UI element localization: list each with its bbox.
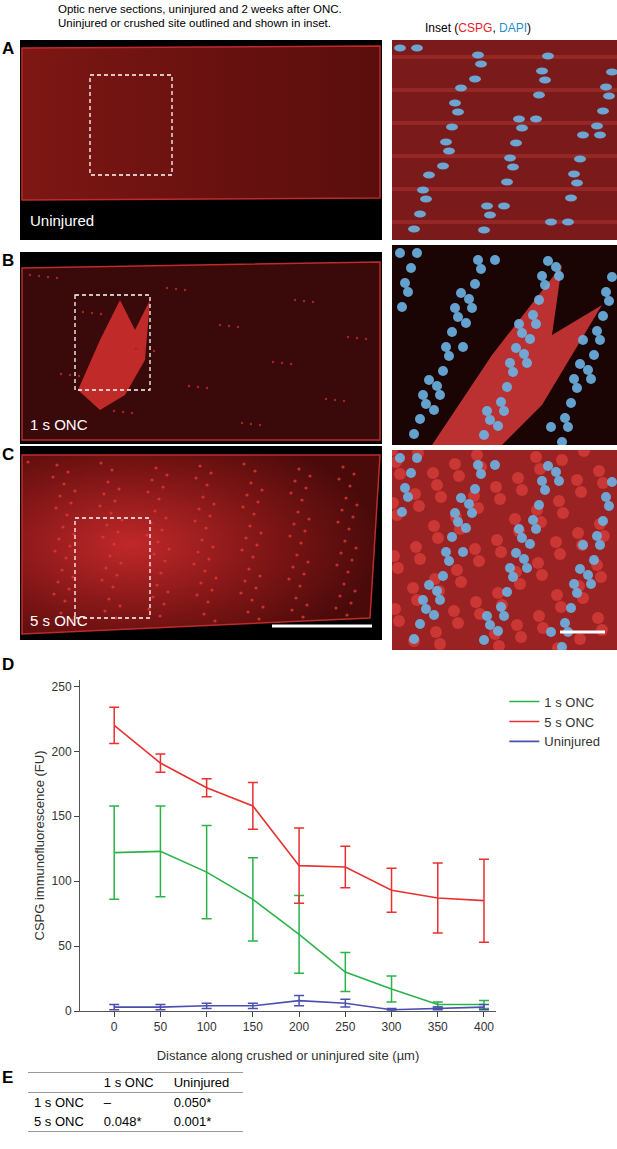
svg-text:0: 0: [111, 1020, 118, 1034]
html-text:0.048*: 0.048*: [103, 1114, 142, 1129]
html-text:5 s ONC: 5 s ONC: [34, 1114, 84, 1129]
svg-text:50: 50: [58, 939, 72, 953]
svg-text:150: 150: [243, 1020, 263, 1034]
svg-text:Distance along crushed or unin: Distance along crushed or uninjured site…: [157, 1048, 420, 1063]
svg-text:C: C: [2, 445, 14, 464]
html-text:0.050*: 0.050*: [173, 1095, 212, 1110]
svg-text:Uninjured or crushed site outl: Uninjured or crushed site outlined and s…: [58, 17, 331, 29]
svg-text:250: 250: [52, 680, 72, 694]
svg-text:300: 300: [382, 1020, 402, 1034]
svg-text:CSPG immunofluorescence (FU): CSPG immunofluorescence (FU): [32, 751, 47, 941]
html-text:E: E: [2, 1068, 14, 1087]
svg-text:400: 400: [474, 1020, 494, 1034]
svg-text:150: 150: [52, 809, 72, 823]
svg-text:100: 100: [197, 1020, 217, 1034]
svg-text:Optic nerve sections, uninjure: Optic nerve sections, uninjured and 2 we…: [58, 3, 342, 15]
svg-text:Inset (CSPG, DAPI): Inset (CSPG, DAPI): [425, 21, 531, 35]
svg-text:A: A: [2, 39, 14, 58]
svg-text:200: 200: [52, 745, 72, 759]
svg-text:100: 100: [52, 874, 72, 888]
svg-text:200: 200: [289, 1020, 309, 1034]
svg-text:Uninjured: Uninjured: [544, 734, 600, 749]
svg-text:5 s ONC: 5 s ONC: [30, 612, 88, 629]
svg-text:1 s ONC: 1 s ONC: [30, 416, 88, 433]
svg-text:250: 250: [335, 1020, 355, 1034]
html-text:Uninjured: Uninjured: [173, 1075, 230, 1090]
html-text:1 s ONC: 1 s ONC: [103, 1075, 154, 1090]
svg-text:Uninjured: Uninjured: [30, 212, 94, 229]
svg-text:50: 50: [154, 1020, 168, 1034]
html-text:D: D: [2, 655, 15, 674]
html-text:1 s ONC: 1 s ONC: [34, 1095, 84, 1110]
html-text:0.001*: 0.001*: [173, 1114, 212, 1129]
svg-text:B: B: [2, 251, 14, 270]
svg-text:0: 0: [65, 1004, 72, 1018]
svg-text:5 s ONC: 5 s ONC: [544, 715, 594, 730]
svg-text:1 s ONC: 1 s ONC: [544, 695, 594, 710]
svg-text:350: 350: [428, 1020, 448, 1034]
